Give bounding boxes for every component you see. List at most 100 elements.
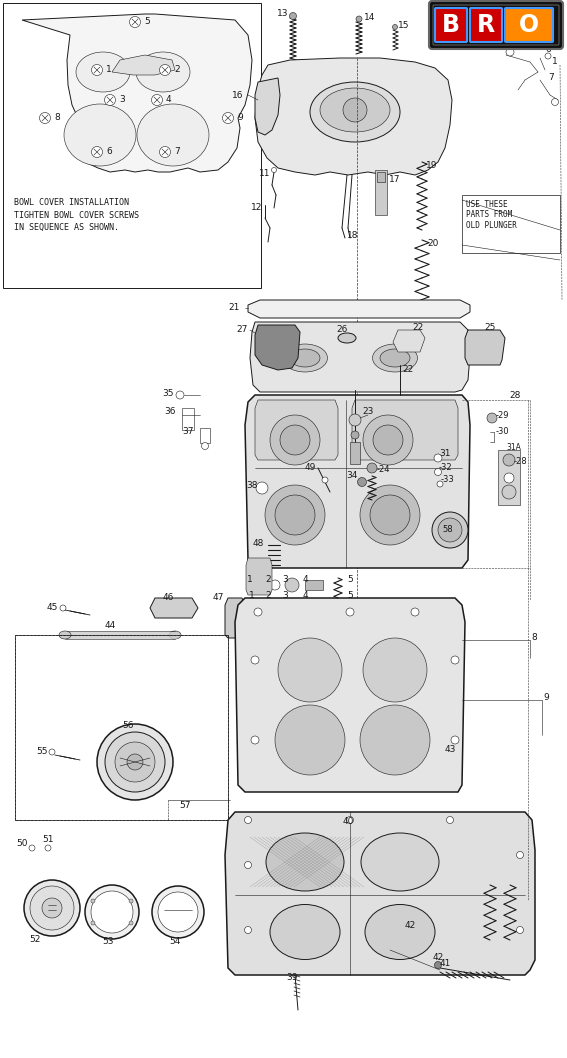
Circle shape bbox=[244, 927, 252, 933]
Circle shape bbox=[290, 13, 297, 19]
Circle shape bbox=[251, 736, 259, 744]
Circle shape bbox=[351, 431, 359, 439]
Circle shape bbox=[545, 53, 551, 59]
Text: 13: 13 bbox=[277, 8, 289, 18]
Circle shape bbox=[222, 112, 234, 124]
Circle shape bbox=[91, 899, 95, 902]
Ellipse shape bbox=[169, 631, 181, 639]
Text: 53: 53 bbox=[102, 937, 114, 947]
Ellipse shape bbox=[59, 631, 71, 639]
Text: 4: 4 bbox=[302, 590, 308, 600]
Polygon shape bbox=[250, 322, 470, 393]
Circle shape bbox=[446, 817, 454, 823]
Text: 4: 4 bbox=[302, 576, 308, 584]
Text: USE THESE
PARTS FROM
OLD PLUNGER: USE THESE PARTS FROM OLD PLUNGER bbox=[466, 200, 517, 230]
Circle shape bbox=[346, 608, 354, 616]
Circle shape bbox=[517, 852, 523, 858]
Text: 36: 36 bbox=[164, 407, 176, 417]
Ellipse shape bbox=[137, 104, 209, 166]
Circle shape bbox=[506, 48, 514, 56]
Text: 54: 54 bbox=[170, 937, 181, 947]
Ellipse shape bbox=[361, 833, 439, 891]
Circle shape bbox=[285, 578, 299, 592]
Circle shape bbox=[159, 146, 171, 158]
Text: 5: 5 bbox=[347, 590, 353, 600]
Text: 2: 2 bbox=[174, 66, 180, 74]
Circle shape bbox=[129, 17, 141, 28]
Text: R: R bbox=[477, 13, 495, 37]
Text: 9: 9 bbox=[543, 693, 549, 703]
Text: 55: 55 bbox=[36, 748, 48, 756]
Text: 11: 11 bbox=[259, 168, 271, 178]
Circle shape bbox=[159, 65, 171, 75]
Text: 4: 4 bbox=[166, 95, 172, 105]
Text: 5: 5 bbox=[144, 18, 150, 26]
Circle shape bbox=[158, 892, 198, 932]
Circle shape bbox=[360, 485, 420, 545]
Circle shape bbox=[367, 463, 377, 473]
Text: 20: 20 bbox=[428, 238, 439, 248]
Circle shape bbox=[91, 922, 95, 925]
Circle shape bbox=[346, 817, 353, 823]
Circle shape bbox=[502, 485, 516, 499]
Circle shape bbox=[29, 845, 35, 851]
Text: 37: 37 bbox=[182, 427, 194, 437]
Text: 26: 26 bbox=[336, 326, 348, 334]
Circle shape bbox=[97, 724, 173, 800]
Circle shape bbox=[363, 415, 413, 466]
Text: 46: 46 bbox=[162, 592, 174, 602]
Circle shape bbox=[60, 605, 66, 612]
Text: -32: -32 bbox=[438, 463, 452, 473]
Ellipse shape bbox=[380, 349, 410, 367]
Text: 35: 35 bbox=[162, 388, 174, 398]
Text: 57: 57 bbox=[179, 802, 191, 810]
Text: 6: 6 bbox=[106, 147, 112, 157]
Text: O: O bbox=[519, 13, 539, 37]
Circle shape bbox=[343, 98, 367, 122]
FancyBboxPatch shape bbox=[435, 8, 467, 42]
Circle shape bbox=[373, 425, 403, 455]
Ellipse shape bbox=[365, 905, 435, 960]
Bar bbox=[498, 450, 520, 505]
Bar bbox=[200, 428, 210, 443]
Bar bbox=[462, 195, 560, 253]
Circle shape bbox=[278, 638, 342, 703]
Circle shape bbox=[437, 481, 443, 487]
Text: 17: 17 bbox=[390, 176, 401, 184]
Circle shape bbox=[504, 473, 514, 484]
Circle shape bbox=[270, 415, 320, 466]
Circle shape bbox=[151, 94, 163, 106]
Text: 22: 22 bbox=[403, 365, 413, 375]
Circle shape bbox=[127, 754, 143, 770]
FancyBboxPatch shape bbox=[505, 8, 553, 42]
Circle shape bbox=[201, 442, 209, 450]
Circle shape bbox=[115, 742, 155, 782]
Polygon shape bbox=[225, 811, 535, 975]
Text: 38: 38 bbox=[246, 481, 258, 491]
FancyBboxPatch shape bbox=[429, 1, 563, 49]
Circle shape bbox=[42, 898, 62, 918]
Circle shape bbox=[152, 886, 204, 938]
Bar bbox=[182, 408, 194, 430]
Circle shape bbox=[49, 749, 55, 755]
Text: 40: 40 bbox=[342, 818, 354, 826]
Circle shape bbox=[517, 927, 523, 933]
Circle shape bbox=[322, 477, 328, 484]
Text: 3: 3 bbox=[282, 590, 288, 600]
Circle shape bbox=[85, 884, 139, 940]
Text: B: B bbox=[442, 13, 460, 37]
Text: -24: -24 bbox=[376, 466, 390, 474]
Circle shape bbox=[256, 482, 268, 494]
Text: 31A: 31A bbox=[506, 443, 522, 453]
Circle shape bbox=[105, 732, 165, 792]
Polygon shape bbox=[255, 78, 280, 135]
Circle shape bbox=[272, 167, 277, 172]
Text: 14: 14 bbox=[365, 13, 376, 21]
Polygon shape bbox=[255, 400, 338, 460]
Circle shape bbox=[434, 454, 442, 462]
Text: 2: 2 bbox=[265, 576, 271, 584]
Text: 44: 44 bbox=[104, 620, 116, 630]
Text: 1: 1 bbox=[249, 590, 255, 600]
Ellipse shape bbox=[290, 349, 320, 367]
Polygon shape bbox=[352, 400, 458, 460]
